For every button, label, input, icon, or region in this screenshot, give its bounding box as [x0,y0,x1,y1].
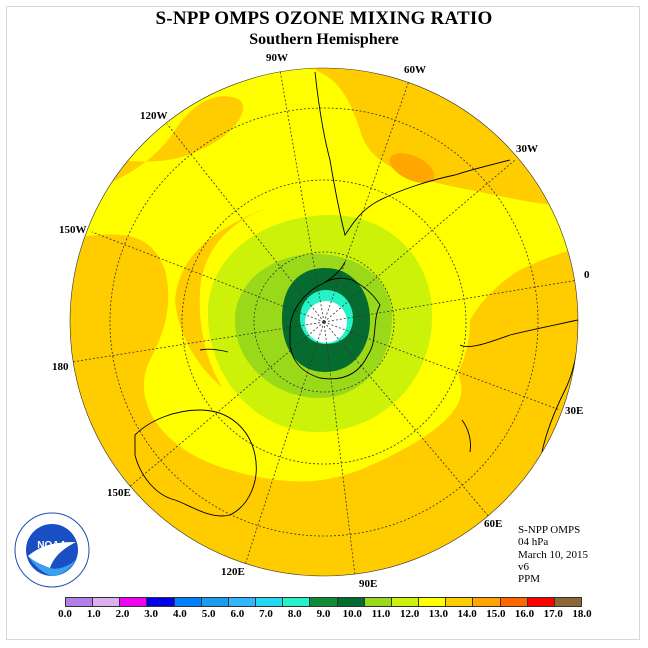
info-level: 04 hPa [518,536,549,549]
coast-antarctic-peninsula [324,261,346,283]
lon-label-120e: 120E [221,566,245,578]
info-version: v6 [518,560,529,573]
color-scale-tick-label: 5.0 [201,608,216,620]
info-date: March 10, 2015 [518,548,588,561]
graticule [71,69,578,576]
color-scale-segment [554,598,581,606]
product-info: S-NPP OMPS 04 hPa March 10, 2015 v6 PPM [518,524,588,585]
figure-frame [6,6,640,640]
color-scale-segment [93,598,121,606]
coast-madagascar [461,419,471,453]
color-scale-segment [391,598,420,606]
info-instrument: S-NPP OMPS [518,524,581,536]
color-scale-tick-label: 15.0 [486,608,506,620]
hemisphere-boundary [69,67,579,577]
color-scale-tick-label: 1.0 [86,608,101,620]
color-scale-tick-label: 16.0 [514,608,535,620]
color-scale-tick-label: 2.0 [115,608,130,620]
color-scale-segment [446,598,474,606]
color-scale-segment [120,598,148,606]
map-title: S-NPP OMPS OZONE MIXING RATIO [155,8,493,29]
color-scale-segment [310,598,338,606]
color-scale-segment [174,598,202,606]
noaa-logo-text: NOAA [37,540,66,551]
color-scale-segment [228,598,257,606]
color-scale-segment [66,598,94,606]
coast-south-america [314,71,511,237]
color-scale-tick-label: 18.0 [572,608,592,620]
color-scale-segment [201,598,229,606]
ozone-contour-14 [389,153,435,183]
color-scale-tick-label: 17.0 [543,608,563,620]
ozone-field [70,68,578,576]
color-scale-tick-label: 8.0 [287,608,302,620]
color-scale-segment [500,598,528,606]
coastlines [134,71,578,517]
lon-label-60w: 60W [404,64,426,76]
color-scale-tick-label: 4.0 [173,608,187,620]
color-scale-segment [419,598,447,606]
color-scale-segment [256,598,284,606]
lon-label-150w: 150W [59,224,87,236]
map-subtitle: Southern Hemisphere [249,31,399,48]
color-scale-tick-label: 3.0 [144,608,159,620]
color-scale-segment [337,598,365,606]
color-scale-ticks: 0.0 1.0 2.0 3.0 4.0 5.0 6.0 7.0 8.0 9.0 10.0 11.0 12… [0,608,648,624]
color-scale-tick-label: 7.0 [259,608,273,620]
color-scale-tick-label: 10.0 [342,608,362,620]
color-scale-tick-label: 14.0 [457,608,477,620]
lon-label-120w: 120W [140,110,168,122]
coast-australia [134,409,257,517]
lon-label-30e: 30E [565,405,584,417]
lon-label-0: 0 [584,269,590,281]
color-scale-tick-label: 9.0 [316,608,331,620]
color-scale-segment [473,598,501,606]
info-units: PPM [518,573,541,586]
noaa-logo: NOAA [14,512,90,588]
coast-africa [459,319,578,471]
lon-label-30w: 30W [516,143,538,155]
coast-antarctica [289,277,381,380]
color-scale-segment [364,598,392,606]
lon-label-60e: 60E [484,518,503,530]
color-scale-tick-label: 6.0 [230,608,245,620]
color-scale-tick-label: 12.0 [400,608,420,620]
color-scale-segment [147,598,175,606]
lon-label-90w: 90W [266,52,288,64]
lon-label-180: 180 [52,361,69,373]
color-scale-segment [527,598,555,606]
lon-label-150e: 150E [107,487,131,499]
coast-new-zealand [199,348,229,353]
color-scale-segment [283,598,311,606]
color-scale-tick-label: 13.0 [428,608,448,620]
color-scale-tick-label: 11.0 [371,608,391,620]
color-scale-bar [65,597,582,607]
lon-label-90e: 90E [359,578,378,590]
color-scale-tick-label: 0.0 [58,608,72,620]
